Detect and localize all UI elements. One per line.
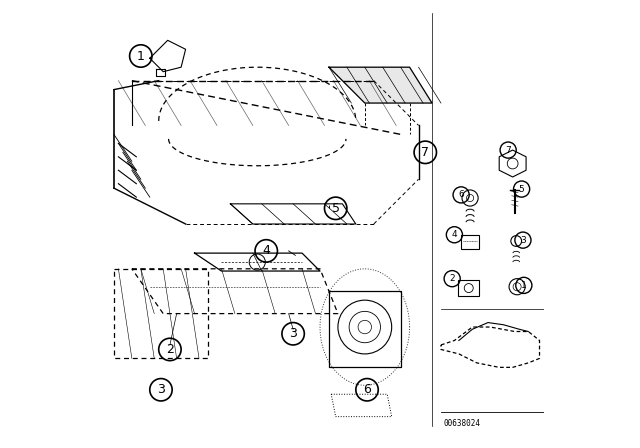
Text: 2: 2 xyxy=(449,274,455,283)
Text: 3: 3 xyxy=(520,236,526,245)
Text: 7: 7 xyxy=(421,146,429,159)
Polygon shape xyxy=(329,67,432,103)
Text: 1: 1 xyxy=(521,281,527,290)
Text: 00638024: 00638024 xyxy=(443,419,480,428)
Text: 1: 1 xyxy=(137,49,145,63)
Text: 5: 5 xyxy=(519,185,524,194)
Text: 2: 2 xyxy=(166,343,174,356)
Text: 3: 3 xyxy=(157,383,165,396)
Text: 3: 3 xyxy=(289,327,297,340)
Text: 6: 6 xyxy=(363,383,371,396)
Text: 7: 7 xyxy=(506,146,511,155)
Text: 4: 4 xyxy=(262,244,270,258)
Text: 4: 4 xyxy=(452,230,457,239)
Text: 6: 6 xyxy=(458,190,464,199)
Text: 5: 5 xyxy=(332,202,340,215)
